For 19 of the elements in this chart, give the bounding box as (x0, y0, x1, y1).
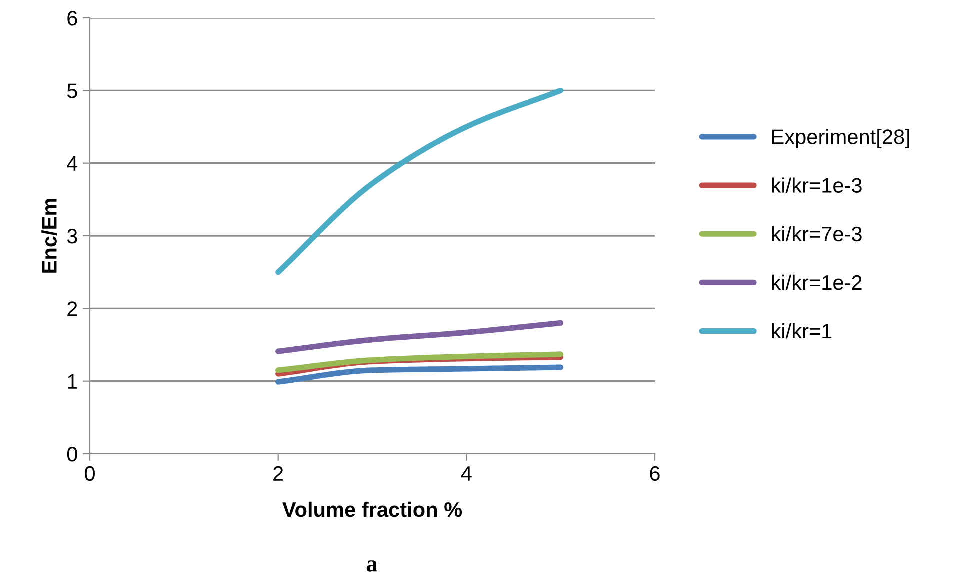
x-tick-label: 4 (461, 466, 472, 481)
legend-label: Experiment[28] (772, 129, 910, 149)
y-axis-title: Enc/Em (42, 199, 58, 273)
x-tick-label: 0 (85, 466, 95, 482)
y-tick-label: 3 (67, 229, 78, 244)
legend-label: ki/kr=1 (772, 323, 832, 339)
y-tick-label: 2 (68, 302, 78, 316)
legend-label: ki/kr=7e-3 (772, 226, 862, 242)
y-tick-label: 4 (67, 156, 78, 171)
x-tick-label: 6 (650, 466, 660, 482)
y-tick-label: 0 (67, 447, 78, 462)
legend-label: ki/kr=1e-3 (772, 178, 862, 194)
y-tick-label: 5 (67, 84, 78, 98)
y-tick-label: 6 (68, 11, 78, 26)
y-tick-label: 1 (68, 374, 78, 389)
legend-label: ki/kr=1e-2 (772, 274, 862, 290)
x-tick-label: 2 (274, 466, 284, 481)
x-axis-title: Volume fraction % (282, 502, 462, 518)
text: a (366, 560, 378, 572)
